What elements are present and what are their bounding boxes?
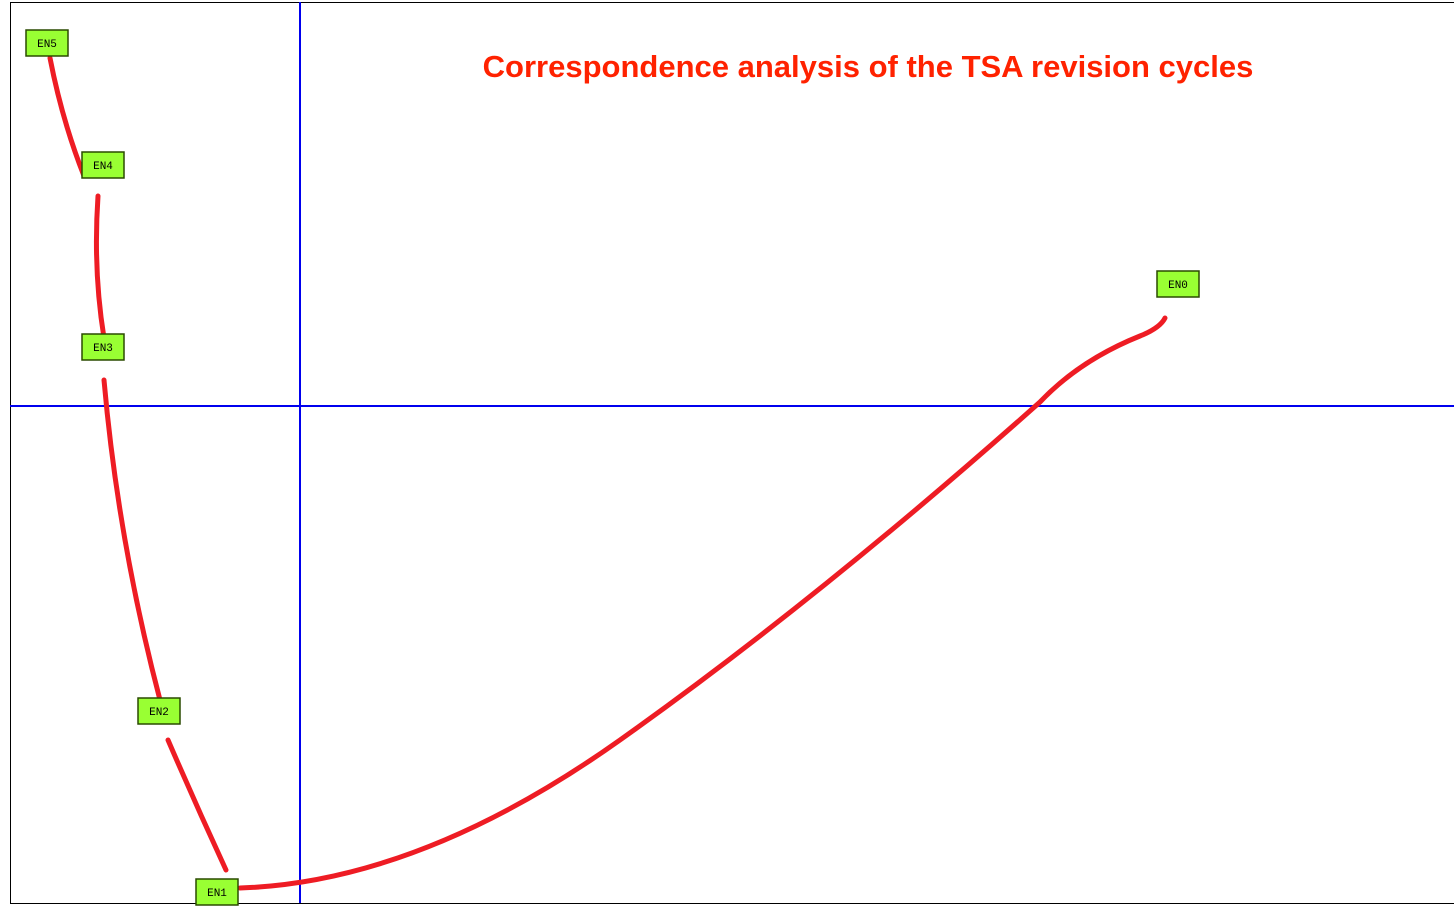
curve-segment <box>93 193 107 341</box>
node: EN0 <box>1156 270 1200 298</box>
plot-frame <box>10 2 1454 904</box>
node-label: EN2 <box>149 707 169 719</box>
node-box <box>137 697 181 725</box>
node-label: EN0 <box>1168 280 1188 292</box>
node-label: EN4 <box>93 161 113 173</box>
nodes: EN5 EN4 EN3 EN2 EN1 EN0 <box>25 29 1200 906</box>
curve-segment <box>237 315 1168 891</box>
trajectory <box>47 55 1168 891</box>
node: EN4 <box>81 151 125 179</box>
node: EN2 <box>137 697 181 725</box>
node: EN1 <box>195 878 239 906</box>
node-label: EN5 <box>37 39 57 51</box>
node-box <box>25 29 69 57</box>
node-label: EN1 <box>207 888 227 900</box>
curve-segment <box>101 377 163 703</box>
node-box <box>1156 270 1200 298</box>
node-box <box>81 333 125 361</box>
curve-segment <box>165 737 229 873</box>
curve-segment <box>47 55 87 179</box>
node: EN3 <box>81 333 125 361</box>
title: Correspondence analysis of the TSA revis… <box>483 49 1254 84</box>
node: EN5 <box>25 29 69 57</box>
node-box <box>81 151 125 179</box>
node-box <box>195 878 239 906</box>
node-label: EN3 <box>93 343 113 355</box>
